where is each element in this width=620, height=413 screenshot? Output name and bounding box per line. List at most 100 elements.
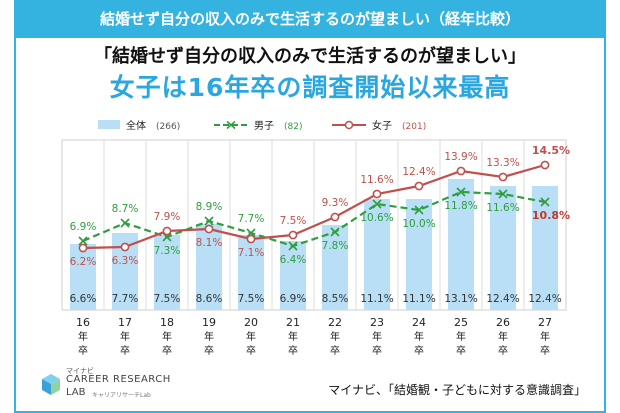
- data-label-male: 10.0%: [402, 218, 435, 230]
- tick-label-nen: 年: [288, 330, 298, 343]
- point-female: [456, 166, 466, 176]
- data-label-overall: 8.6%: [196, 293, 223, 305]
- data-label-female: 13.9%: [444, 151, 477, 163]
- data-label-male: 11.8%: [444, 200, 477, 212]
- bar-overall: [237, 235, 265, 310]
- tick-label-sotsu: 卒: [372, 344, 382, 357]
- data-label-female: 7.5%: [280, 215, 307, 227]
- point-female: [204, 224, 214, 234]
- data-label-male: 7.8%: [322, 240, 349, 252]
- tick-label-sotsu: 卒: [540, 344, 550, 357]
- point-female: [498, 172, 508, 182]
- bar-overall: [447, 179, 475, 310]
- tick-label-nen: 年: [78, 330, 88, 343]
- logo-lab-text: LAB: [66, 387, 86, 398]
- data-label-male: 11.6%: [486, 202, 519, 214]
- tick-label-sotsu: 卒: [330, 344, 340, 357]
- data-label-male: 7.3%: [154, 245, 181, 257]
- tick-label-sotsu: 卒: [414, 344, 424, 357]
- tick-label-sotsu: 卒: [78, 344, 88, 357]
- tick-label-nen: 年: [204, 330, 214, 343]
- tick-label-sotsu: 卒: [204, 344, 214, 357]
- data-label-overall: 11.1%: [360, 293, 393, 305]
- bar-overall: [363, 199, 391, 310]
- data-label-female: 8.1%: [196, 237, 223, 249]
- data-label-female: 9.3%: [322, 197, 349, 209]
- point-female: [414, 181, 424, 191]
- bar-overall: [489, 186, 517, 310]
- bar-overall: [69, 244, 97, 310]
- tick-label-sotsu: 卒: [456, 344, 466, 357]
- point-male: [414, 205, 424, 215]
- tick-label-sotsu: 卒: [162, 344, 172, 357]
- data-label-female: 12.4%: [402, 166, 435, 178]
- legend-n-overall: (266): [156, 122, 180, 132]
- tick-label-sotsu: 卒: [498, 344, 508, 357]
- data-label-overall: 7.5%: [154, 293, 181, 305]
- point-female: [78, 243, 88, 253]
- tick-label-nen: 年: [414, 330, 424, 343]
- tick-label-year: 18: [160, 316, 174, 329]
- tick-label-year: 20: [244, 316, 258, 329]
- bar-overall: [195, 224, 223, 310]
- data-label-overall: 7.7%: [112, 293, 139, 305]
- data-label-female: 6.3%: [112, 255, 139, 267]
- tick-label-year: 27: [538, 316, 552, 329]
- legend-n-male: (82): [284, 122, 302, 132]
- point-female: [372, 189, 382, 199]
- point-male: [372, 199, 382, 209]
- logo-main-text: CAREER RESEARCH: [66, 374, 171, 385]
- tick-label-sotsu: 卒: [120, 344, 130, 357]
- data-label-overall: 13.1%: [444, 293, 477, 305]
- bar-overall: [153, 235, 181, 310]
- tick-label-nen: 年: [540, 330, 550, 343]
- data-label-female: 7.9%: [154, 211, 181, 223]
- data-label-overall: 12.4%: [528, 293, 561, 305]
- headline-line2: 女子は16年卒の調査開始以来最高: [109, 73, 511, 102]
- tick-label-nen: 年: [372, 330, 382, 343]
- legend-n-female: (201): [402, 122, 426, 132]
- tick-label-year: 16: [76, 316, 90, 329]
- point-male: [78, 236, 88, 246]
- tick-label-nen: 年: [246, 330, 256, 343]
- tick-label-year: 23: [370, 316, 384, 329]
- data-label-male: 10.6%: [360, 212, 393, 224]
- point-female: [246, 234, 256, 244]
- data-label-male: 6.9%: [70, 221, 97, 233]
- data-label-male: 8.9%: [196, 201, 223, 213]
- bar-overall: [405, 199, 433, 310]
- legend-swatch-overall: [98, 120, 120, 129]
- data-label-overall: 8.5%: [322, 293, 349, 305]
- tick-label-nen: 年: [162, 330, 172, 343]
- data-label-female: 7.1%: [238, 247, 265, 259]
- point-female: [162, 226, 172, 236]
- point-male: [330, 227, 340, 237]
- point-male: [204, 216, 214, 226]
- banner-title: 結婚せず自分の収入のみで生活するのが望ましい（経年比較）: [14, 0, 606, 38]
- data-label-male: 6.4%: [280, 254, 307, 266]
- logo-sub-text: キャリアリサーチLab: [92, 392, 151, 399]
- tick-label-nen: 年: [498, 330, 508, 343]
- data-label-female: 6.2%: [70, 256, 97, 268]
- data-label-overall: 6.9%: [280, 293, 307, 305]
- cube-logo-icon: [42, 374, 60, 395]
- point-female: [288, 230, 298, 240]
- data-label-male: 8.7%: [112, 203, 139, 215]
- tick-label-nen: 年: [330, 330, 340, 343]
- point-female: [540, 160, 550, 170]
- legend-label-overall: 全体: [126, 119, 146, 132]
- tick-label-year: 26: [496, 316, 510, 329]
- data-label-male: 7.7%: [238, 213, 265, 225]
- tick-label-nen: 年: [456, 330, 466, 343]
- data-label-female: 14.5%: [532, 144, 570, 157]
- source-text: マイナビ、「結婚観・子どもに対する意識調査」: [328, 383, 586, 397]
- point-female: [330, 212, 340, 222]
- point-male: [540, 197, 550, 207]
- legend-marker-male: [226, 120, 236, 130]
- career-research-lab-logo: マイナビ CAREER RESEARCH LAB キャリアリサーチLab: [40, 366, 180, 406]
- data-label-overall: 6.6%: [70, 293, 97, 305]
- tick-label-sotsu: 卒: [288, 344, 298, 357]
- data-label-female: 11.6%: [360, 174, 393, 186]
- tick-label-year: 17: [118, 316, 132, 329]
- tick-label-year: 19: [202, 316, 216, 329]
